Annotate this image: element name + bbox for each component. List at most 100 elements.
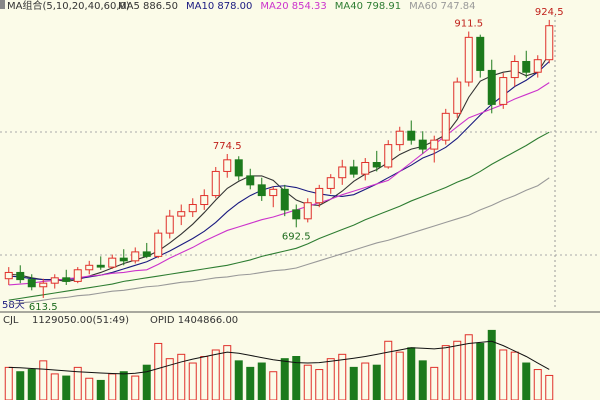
- candle-body: [441, 112, 450, 141]
- volume-bar: [131, 375, 140, 400]
- volume-bar: [96, 379, 105, 400]
- candle-body: [453, 81, 462, 114]
- extreme-label: 911.5: [454, 19, 483, 30]
- candle-body: [430, 139, 439, 150]
- candle-body: [108, 257, 117, 268]
- volume-bar: [108, 373, 117, 400]
- ma-line: [8, 131, 550, 301]
- volume-bar: [142, 364, 151, 400]
- candle-body: [73, 269, 82, 282]
- legend-entry: MA40 798.91: [335, 1, 401, 12]
- candle-body: [533, 59, 542, 73]
- volume-line: [8, 340, 550, 375]
- candle-body: [223, 159, 232, 172]
- volume-bar: [476, 342, 485, 400]
- extreme-label: 774.5: [213, 141, 242, 152]
- volume-bar: [499, 349, 508, 400]
- volume-bar: [303, 364, 312, 400]
- candle-body: [545, 25, 554, 61]
- volume-line-name: OPID 1404866.00: [150, 315, 238, 326]
- volume-bar: [361, 362, 370, 400]
- ma-line: [8, 82, 550, 286]
- candle-body: [476, 36, 485, 71]
- volume-bar: [430, 366, 439, 400]
- candle-body: [395, 130, 404, 146]
- candle-body: [349, 166, 358, 175]
- candle-body: [246, 175, 255, 186]
- candle-body: [338, 166, 347, 179]
- candle-body: [96, 264, 105, 268]
- volume-subtitle: 1129050.00(51:49): [32, 315, 129, 326]
- candle-body: [85, 264, 94, 271]
- candle-body: [119, 257, 128, 262]
- candle-body: [154, 232, 163, 257]
- candle-body: [27, 279, 36, 288]
- volume-bar: [269, 371, 278, 400]
- volume-bar: [545, 374, 554, 400]
- volume-bar: [441, 345, 450, 400]
- candle-body: [257, 184, 266, 197]
- legend-entry: MA10 878.00: [186, 1, 252, 12]
- candle-body: [510, 60, 519, 79]
- volume-bar: [85, 377, 94, 400]
- extreme-label: 692.5: [282, 231, 311, 242]
- volume-bar: [349, 366, 358, 400]
- volume-bar: [4, 366, 13, 400]
- candle-body: [165, 215, 174, 234]
- volume-bar: [119, 371, 128, 400]
- legend-title: MA组合(5,10,20,40,60,0): [7, 0, 130, 12]
- candle-body: [200, 195, 209, 206]
- volume-bar: [50, 373, 59, 400]
- candle-body: [142, 251, 151, 257]
- candle-body: [407, 130, 416, 141]
- candle-body: [16, 271, 25, 281]
- volume-bar: [73, 366, 82, 400]
- ma-line: [8, 177, 550, 306]
- volume-bar: [407, 347, 416, 400]
- volume-bar: [384, 340, 393, 400]
- volume-bar: [257, 362, 266, 400]
- volume-bar: [62, 375, 71, 400]
- candle-body: [4, 271, 13, 280]
- candle-body: [131, 251, 140, 262]
- candle-body: [234, 159, 243, 177]
- candle-body: [188, 204, 197, 213]
- candle-body: [280, 188, 289, 211]
- volume-bar: [154, 342, 163, 400]
- volume-bar: [200, 356, 209, 400]
- volume-bar: [418, 360, 427, 400]
- candle-body: [372, 162, 381, 168]
- candle-body: [177, 211, 186, 217]
- legend-entry: MA5 886.50: [118, 1, 178, 12]
- icon: [0, 0, 5, 9]
- volume-bar: [453, 340, 462, 400]
- volume-bar: [211, 349, 220, 400]
- volume-bar: [464, 334, 473, 400]
- volume-bar: [39, 360, 48, 400]
- legend-entry: MA20 854.33: [260, 1, 326, 12]
- volume-bar: [16, 371, 25, 400]
- candle-body: [499, 77, 508, 105]
- volume-bar: [315, 369, 324, 400]
- volume-bar: [246, 366, 255, 400]
- candle-body: [269, 188, 278, 197]
- volume-bar: [522, 362, 531, 400]
- candle-body: [361, 162, 370, 175]
- candle-body: [39, 282, 48, 288]
- candle-body: [315, 187, 324, 204]
- candle-body: [418, 139, 427, 150]
- volume-bar: [510, 351, 519, 400]
- volume-bar: [326, 358, 335, 400]
- candle-body: [487, 69, 496, 105]
- candle-body: [326, 177, 335, 189]
- volume-bar: [234, 360, 243, 400]
- candle-body: [50, 277, 59, 284]
- volume-bar: [395, 351, 404, 400]
- volume-bar: [292, 356, 301, 400]
- candle-body: [303, 202, 312, 220]
- volume-bar: [27, 369, 36, 400]
- volume-bar: [280, 358, 289, 400]
- volume-bar: [188, 362, 197, 400]
